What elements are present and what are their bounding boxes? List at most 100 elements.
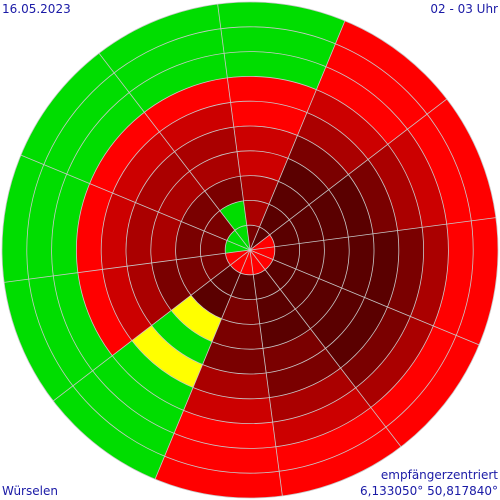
sector-cell (76, 183, 113, 273)
sector-cell (253, 269, 281, 300)
sector-cell (266, 348, 341, 398)
sector-cell (364, 230, 399, 307)
ring-gridline (26, 26, 474, 474)
sector-cell (181, 190, 220, 232)
sector-cell (259, 309, 311, 349)
sector-cell (328, 174, 373, 238)
sector-cell (259, 204, 290, 235)
sector-cell (144, 77, 231, 132)
spoke-gridline (53, 249, 251, 402)
hour-range-label: 02 - 03 Uhr (430, 2, 498, 16)
sector-cell (204, 210, 235, 241)
spoke-gridline (249, 249, 283, 496)
sector-cell (20, 53, 115, 165)
spoke-gridline (154, 249, 251, 480)
sector-cell (126, 202, 159, 267)
mode-label: empfängerzentriert (380, 468, 498, 482)
sector-cell (26, 164, 67, 280)
spoke-gridline (217, 4, 251, 251)
sector-cell (243, 200, 269, 228)
sector-cell (155, 456, 283, 498)
sector-cell (269, 368, 356, 423)
sector-cell (219, 200, 247, 231)
spoke-gridline (249, 20, 346, 251)
spoke-gridline (249, 249, 480, 346)
sector-cell (175, 221, 205, 260)
sector-cell (77, 269, 132, 356)
sector-cell (297, 112, 369, 175)
ring-gridline (224, 224, 276, 276)
sector-cell (174, 127, 238, 172)
sector-cell (272, 243, 300, 269)
sector-cell (183, 387, 273, 424)
sector-cell (114, 28, 225, 93)
spoke-gridline (249, 249, 402, 447)
sector-cell (433, 220, 474, 336)
sector-cell (158, 171, 205, 222)
sector-cell (164, 433, 280, 474)
sector-cell (210, 265, 241, 296)
spoke-gridline (20, 154, 251, 251)
sector-cell (250, 246, 275, 260)
sector-cell (387, 227, 424, 317)
ring-gridline (175, 175, 325, 325)
sector-cell (231, 272, 257, 300)
sector-cell (225, 250, 250, 266)
sector-cell (368, 144, 423, 231)
sector-cell (318, 237, 350, 288)
sector-cell (427, 99, 496, 221)
ring-gridline (150, 150, 350, 350)
sector-cell (53, 272, 113, 371)
sector-cell (295, 278, 342, 329)
sector-cell (227, 76, 317, 113)
sector-cell (278, 158, 329, 205)
sector-cell (221, 295, 260, 325)
sector-cell (89, 112, 160, 194)
sector-cell (325, 297, 388, 369)
sector-cell (200, 231, 228, 257)
spoke-gridline (98, 53, 251, 251)
ring-gridline (125, 125, 375, 375)
sector-cell (171, 295, 222, 342)
sector-cell (112, 340, 194, 411)
sector-cell (2, 155, 44, 283)
sector-cell (240, 175, 279, 205)
ring-gridline (199, 199, 300, 300)
sector-cell (51, 174, 90, 276)
sector-cell (28, 275, 93, 386)
sector-cell (190, 280, 232, 319)
sector-cell (341, 233, 374, 298)
sector-cell (112, 131, 175, 203)
spoke-gridline (249, 98, 447, 251)
sector-cell (129, 53, 228, 113)
sector-cell (66, 92, 145, 184)
sector-cell (53, 385, 165, 480)
coordinates-label: 6,133050° 50,817840° (360, 484, 498, 498)
sector-cell (72, 370, 175, 457)
sector-cell (225, 240, 250, 254)
spoke-gridline (249, 217, 496, 251)
sector-cell (240, 250, 254, 275)
sector-cell (43, 72, 130, 175)
sector-cell (230, 101, 307, 136)
location-label: Würselen (2, 484, 58, 498)
sector-cell (370, 325, 457, 428)
sector-cell (224, 51, 326, 90)
sector-cell (280, 268, 319, 310)
ring-gridline (51, 51, 449, 449)
sector-cell (250, 234, 275, 250)
sector-cell (135, 151, 190, 213)
sector-cell (99, 4, 221, 73)
date-label: 16.05.2023 (2, 2, 71, 16)
sector-cell (212, 318, 263, 350)
sector-cell (316, 66, 408, 145)
sector-cell (265, 259, 296, 290)
sector-cell (262, 328, 326, 373)
sector-cell (233, 126, 298, 159)
sector-cell (220, 26, 336, 67)
sector-cell (227, 230, 250, 250)
sector-cell (407, 114, 472, 225)
sector-cell (131, 325, 203, 388)
